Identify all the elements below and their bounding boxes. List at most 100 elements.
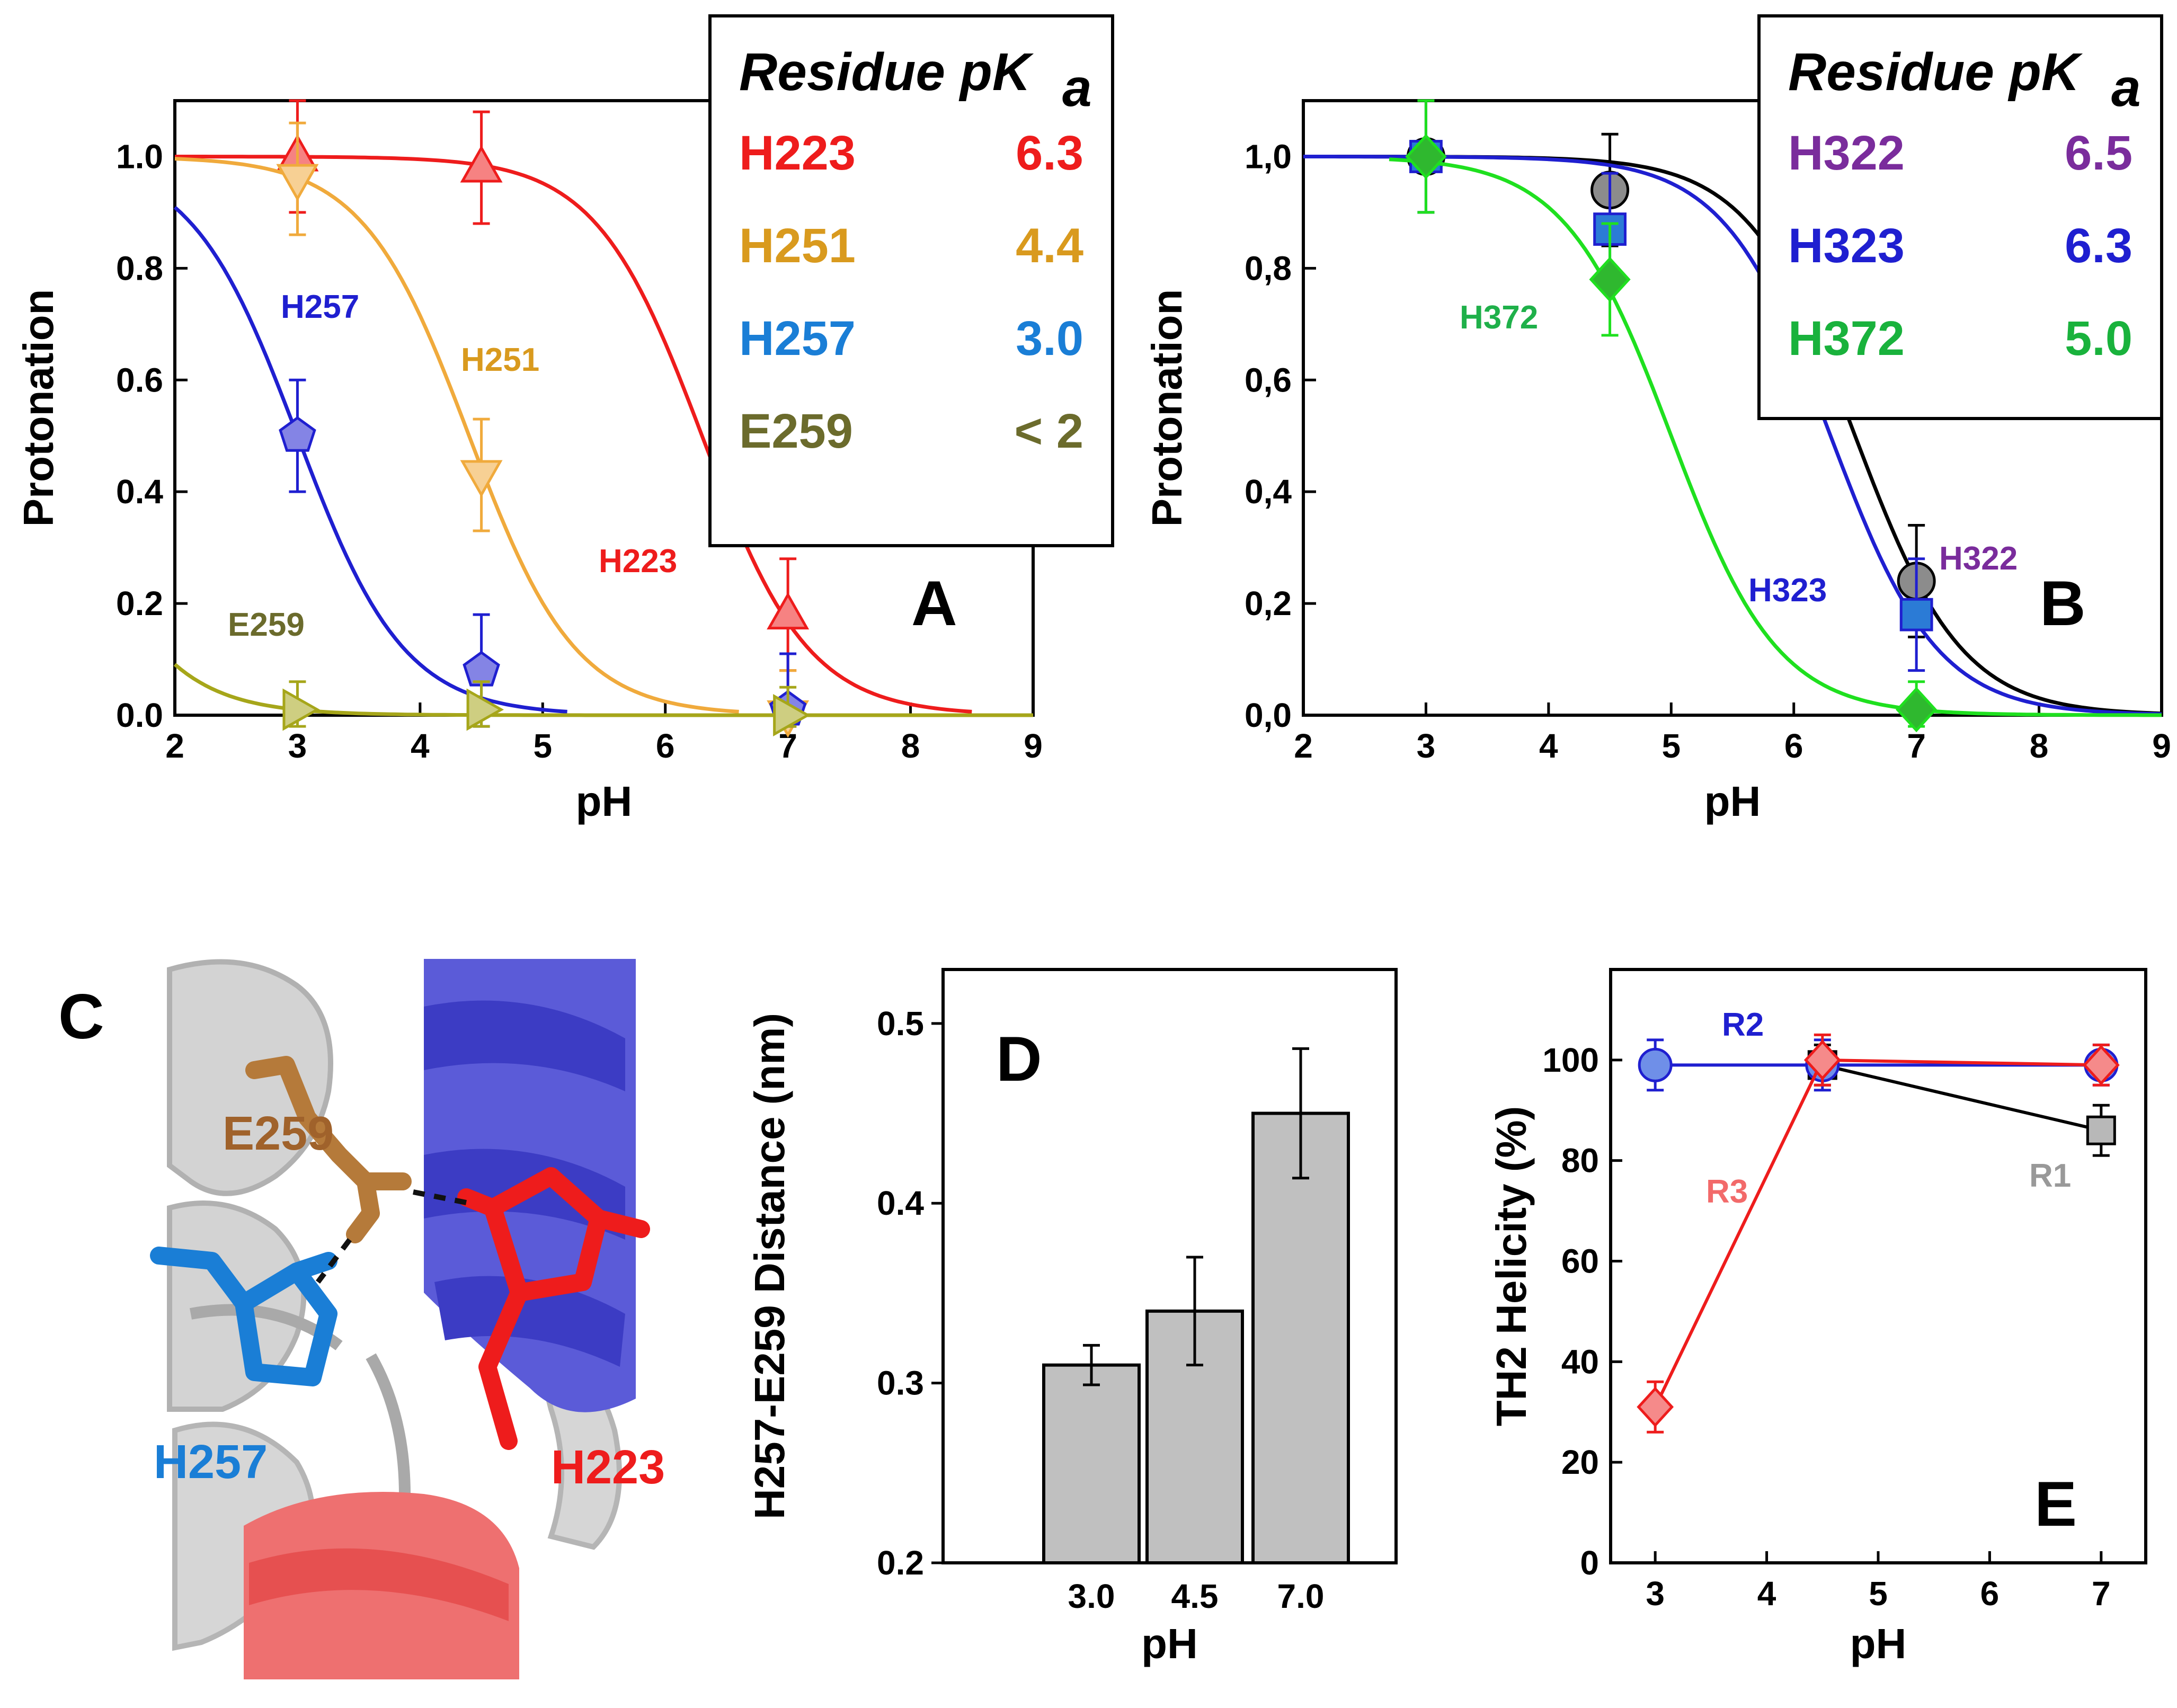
y-tick-label: 0.3 [877, 1364, 924, 1402]
data-point-h257 [279, 416, 316, 452]
bar-error-4.5 [1186, 1256, 1203, 1367]
x-tick-label: 4 [411, 727, 430, 765]
titration-curve-h257 [173, 206, 567, 714]
x-tick-label: 3 [288, 727, 307, 765]
x-axis-title: pH [1850, 1620, 1907, 1667]
y-tick-label: 0,0 [1245, 696, 1292, 734]
legend-frame [1757, 14, 2163, 420]
series-label: H372 [1460, 299, 1538, 336]
y-tick-label: 20 [1561, 1443, 1599, 1481]
label-e259: E259 [223, 1107, 334, 1160]
legend-pka: 5.0 [2065, 312, 2132, 366]
legend-pka: 3.0 [1016, 312, 1083, 366]
data-point-h223 [767, 592, 810, 630]
y-tick-label: 1.0 [116, 137, 163, 175]
legend-residue: H257 [739, 312, 856, 366]
y-tick-label: 0 [1580, 1544, 1599, 1582]
x-axis-title: pH [1704, 778, 1761, 825]
y-tick-label: 0.2 [116, 584, 163, 622]
data-point-e259 [773, 694, 811, 736]
series-h251 [174, 121, 810, 738]
y-tick-label: 40 [1561, 1342, 1599, 1381]
legend-title-subscript: a [1062, 58, 1092, 118]
y-tick-label: 0.4 [877, 1184, 924, 1222]
panel-e-chart: 3 4 5 6 7 0 20 40 60 80 100 pH TH2 Helicity (%) R1 R2 R… [1488, 968, 2147, 1667]
x-axis-title: pH [1141, 1620, 1198, 1667]
panel-letter: D [996, 1024, 1042, 1095]
x-axis-title: pH [576, 778, 633, 825]
x-tick-label: 2 [1294, 727, 1313, 765]
legend-pka: 6.5 [2065, 126, 2132, 180]
x-tick-label: 4 [1757, 1574, 1776, 1613]
data-point-r3 [2082, 1045, 2120, 1086]
series-label-r1: R1 [2029, 1158, 2071, 1194]
panel-letter: E [2034, 1469, 2077, 1540]
y-tick-label: 0.8 [116, 249, 163, 287]
y-tick-label: 0,2 [1245, 584, 1292, 622]
y-tick-label: 0.2 [877, 1544, 924, 1582]
legend-residue: H323 [1788, 219, 1905, 273]
x-tick-label: 6 [656, 727, 675, 765]
legend-pka: < 2 [1015, 404, 1083, 458]
legend-title: Residue pK [739, 42, 1034, 102]
y-tick-label: 60 [1561, 1242, 1599, 1280]
x-tick-label: 7.0 [1277, 1577, 1325, 1615]
x-tick-label: 7 [1907, 727, 1926, 765]
x-tick-label: 9 [2152, 727, 2171, 765]
legend-pka: 4.4 [1016, 219, 1083, 273]
x-tick-label: 5 [533, 727, 552, 765]
data-point-e259 [282, 688, 320, 731]
y-tick-label: 0.4 [116, 473, 163, 511]
y-axis-title: Protonation [15, 289, 62, 527]
legend: Residue pK a H322 6.5 H323 6.3 H372 5.0 [1757, 14, 2163, 420]
y-axis-title: Protonation [1143, 289, 1190, 527]
series-h372 [1389, 99, 2162, 733]
series-line-r1 [1822, 1063, 2102, 1132]
x-tick-label: 2 [165, 727, 184, 765]
titration-curve-h251 [174, 157, 739, 714]
legend-title-subscript: a [2111, 58, 2141, 118]
series-label-r2: R2 [1722, 1007, 1764, 1043]
y-axis-title: H257-E259 Distance (nm) [746, 1013, 793, 1519]
series-label: H323 [1748, 572, 1827, 609]
legend-residue: E259 [739, 404, 853, 458]
series-label: H251 [461, 342, 539, 378]
y-tick-label: 0,4 [1245, 473, 1292, 511]
data-point-r3 [1637, 1386, 1674, 1427]
bar-3.0 [1042, 1363, 1141, 1565]
legend-pka: 6.3 [1016, 126, 1083, 180]
y-tick-label: 0,8 [1245, 249, 1292, 287]
data-point-h372 [1896, 687, 1938, 733]
legend-residue: H322 [1788, 126, 1905, 180]
y-tick-label: 1,0 [1245, 137, 1292, 175]
series-label: E259 [228, 607, 305, 643]
data-point-h323 [1899, 598, 1933, 631]
y-tick-label: 80 [1561, 1142, 1599, 1180]
panel-letter: B [2040, 568, 2086, 639]
red-helix [244, 1492, 519, 1679]
x-tick-label: 4.5 [1171, 1577, 1219, 1615]
data-point-h257 [463, 651, 500, 687]
x-tick-label: 5 [1661, 727, 1681, 765]
legend-title: Residue pK [1788, 42, 2083, 102]
series-e259 [173, 663, 1033, 736]
panel-b-chart: 2 3 4 5 6 7 8 9 0,0 0,2 0,4 0,6 0,8 1,0 pH Protonation H… [1143, 14, 2171, 825]
y-tick-label: 0,6 [1245, 361, 1292, 399]
series-r3 [1637, 1033, 2120, 1434]
series-label-r3: R3 [1706, 1173, 1748, 1210]
data-point-e259 [466, 688, 504, 731]
x-tick-label: 9 [1024, 727, 1043, 765]
label-h223: H223 [551, 1441, 665, 1494]
panel-letter: A [911, 568, 957, 639]
data-point-h251 [460, 460, 503, 498]
legend-residue: H223 [739, 126, 856, 180]
data-point-r2 [1638, 1047, 1673, 1082]
x-tick-label: 3.0 [1068, 1577, 1115, 1615]
x-tick-label: 5 [1869, 1574, 1888, 1613]
h257-sidechain [150, 1247, 337, 1386]
x-tick-label: 8 [901, 727, 920, 765]
titration-curve-e259 [173, 663, 1033, 717]
legend-frame [708, 14, 1114, 547]
data-point-r1 [2086, 1115, 2116, 1145]
